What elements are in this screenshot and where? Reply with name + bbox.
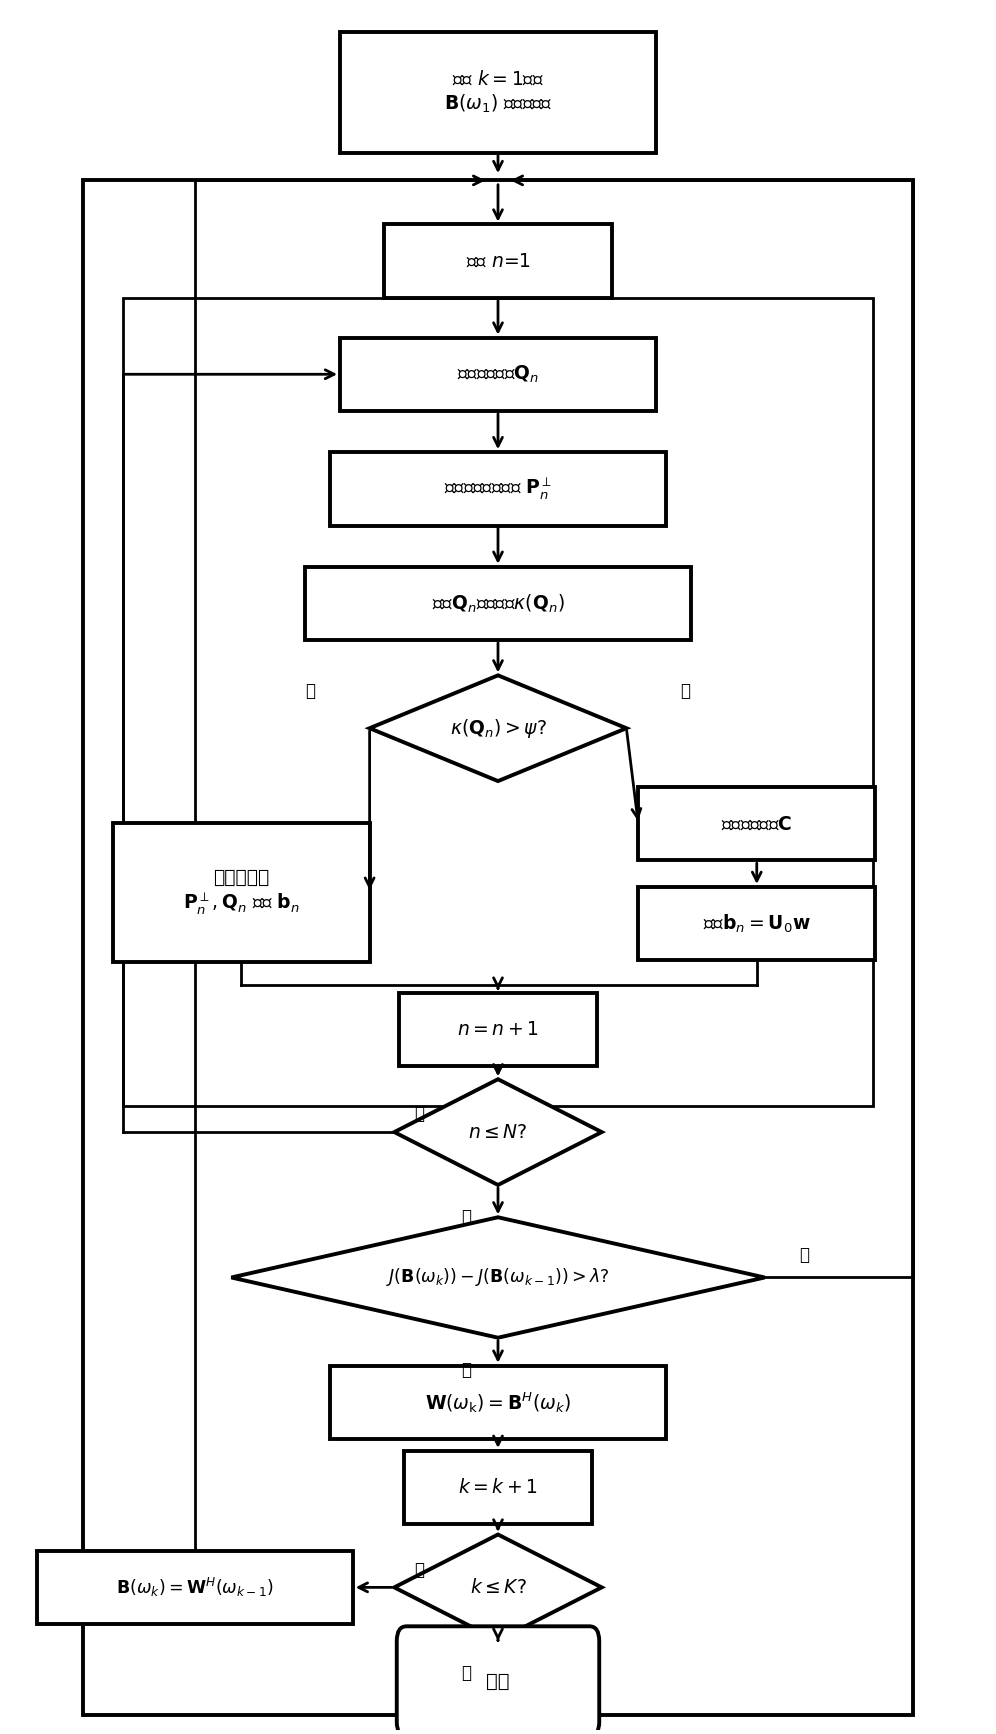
- FancyBboxPatch shape: [37, 1550, 353, 1625]
- Text: 是: 是: [799, 1247, 809, 1264]
- Text: 计算正交投影矩阵 $\mathbf{P}_n^\perp$: 计算正交投影矩阵 $\mathbf{P}_n^\perp$: [444, 475, 552, 501]
- Text: $\mathbf{W}(\omega_\mathrm{k})=\mathbf{B}^H(\omega_k)$: $\mathbf{W}(\omega_\mathrm{k})=\mathbf{B…: [425, 1391, 571, 1415]
- Text: $n \leq N$?: $n \leq N$?: [468, 1122, 528, 1141]
- Polygon shape: [394, 1535, 602, 1640]
- Text: $n = n+1$: $n = n+1$: [457, 1020, 539, 1039]
- Text: 否: 否: [306, 683, 316, 701]
- FancyBboxPatch shape: [306, 567, 690, 640]
- Text: 计算$\mathbf{b}_n=\mathbf{U}_0\mathbf{w}$: 计算$\mathbf{b}_n=\mathbf{U}_0\mathbf{w}$: [703, 912, 811, 935]
- Text: 设置 $k=1$，对
$\mathbf{B}(\omega_1)$ 进行初始化: 设置 $k=1$，对 $\mathbf{B}(\omega_1)$ 进行初始化: [443, 69, 553, 114]
- Text: 计算中间矩阵$\mathbf{C}$: 计算中间矩阵$\mathbf{C}$: [721, 815, 793, 832]
- Text: 计算$\mathbf{Q}_n$的条件数$\kappa(\mathbf{Q}_n)$: 计算$\mathbf{Q}_n$的条件数$\kappa(\mathbf{Q}_n…: [431, 593, 565, 614]
- FancyBboxPatch shape: [113, 824, 370, 962]
- FancyBboxPatch shape: [330, 1366, 666, 1439]
- FancyBboxPatch shape: [638, 787, 875, 860]
- Text: 利用矩阵对
$\mathbf{P}_n^\perp, \mathbf{Q}_n$ 计算 $\mathbf{b}_n$: 利用矩阵对 $\mathbf{P}_n^\perp, \mathbf{Q}_n$…: [182, 869, 300, 917]
- Text: 否: 否: [461, 1361, 471, 1379]
- Text: 计算海森矩阵$\mathbf{Q}_n$: 计算海森矩阵$\mathbf{Q}_n$: [457, 364, 539, 385]
- FancyBboxPatch shape: [396, 1626, 600, 1734]
- FancyBboxPatch shape: [340, 338, 656, 411]
- FancyBboxPatch shape: [399, 992, 597, 1066]
- FancyBboxPatch shape: [638, 886, 875, 961]
- Text: $J(\mathbf{B}(\omega_k)) - J(\mathbf{B}(\omega_{k-1})) > \lambda$?: $J(\mathbf{B}(\omega_k)) - J(\mathbf{B}(…: [386, 1266, 610, 1288]
- Polygon shape: [231, 1217, 765, 1337]
- Text: $k \leq K$?: $k \leq K$?: [469, 1578, 527, 1597]
- Text: 否: 否: [461, 1663, 471, 1682]
- FancyBboxPatch shape: [330, 453, 666, 525]
- Text: $\mathbf{B}(\omega_k) = \mathbf{W}^H(\omega_{k-1})$: $\mathbf{B}(\omega_k) = \mathbf{W}^H(\om…: [116, 1576, 274, 1599]
- Polygon shape: [394, 1079, 602, 1184]
- Text: 否: 否: [461, 1209, 471, 1226]
- Text: 是: 是: [414, 1561, 424, 1578]
- Polygon shape: [370, 675, 626, 780]
- Text: 是: 是: [414, 1106, 424, 1124]
- FancyBboxPatch shape: [404, 1451, 592, 1524]
- Text: 结束: 结束: [486, 1672, 510, 1691]
- Text: $\kappa(\mathbf{Q}_n) > \psi$?: $\kappa(\mathbf{Q}_n) > \psi$?: [449, 716, 547, 740]
- FancyBboxPatch shape: [384, 224, 612, 298]
- Text: 设置 $n$=1: 设置 $n$=1: [465, 251, 531, 271]
- Text: $k = k+1$: $k = k+1$: [458, 1477, 538, 1496]
- Text: 是: 是: [680, 683, 690, 701]
- FancyBboxPatch shape: [340, 31, 656, 153]
